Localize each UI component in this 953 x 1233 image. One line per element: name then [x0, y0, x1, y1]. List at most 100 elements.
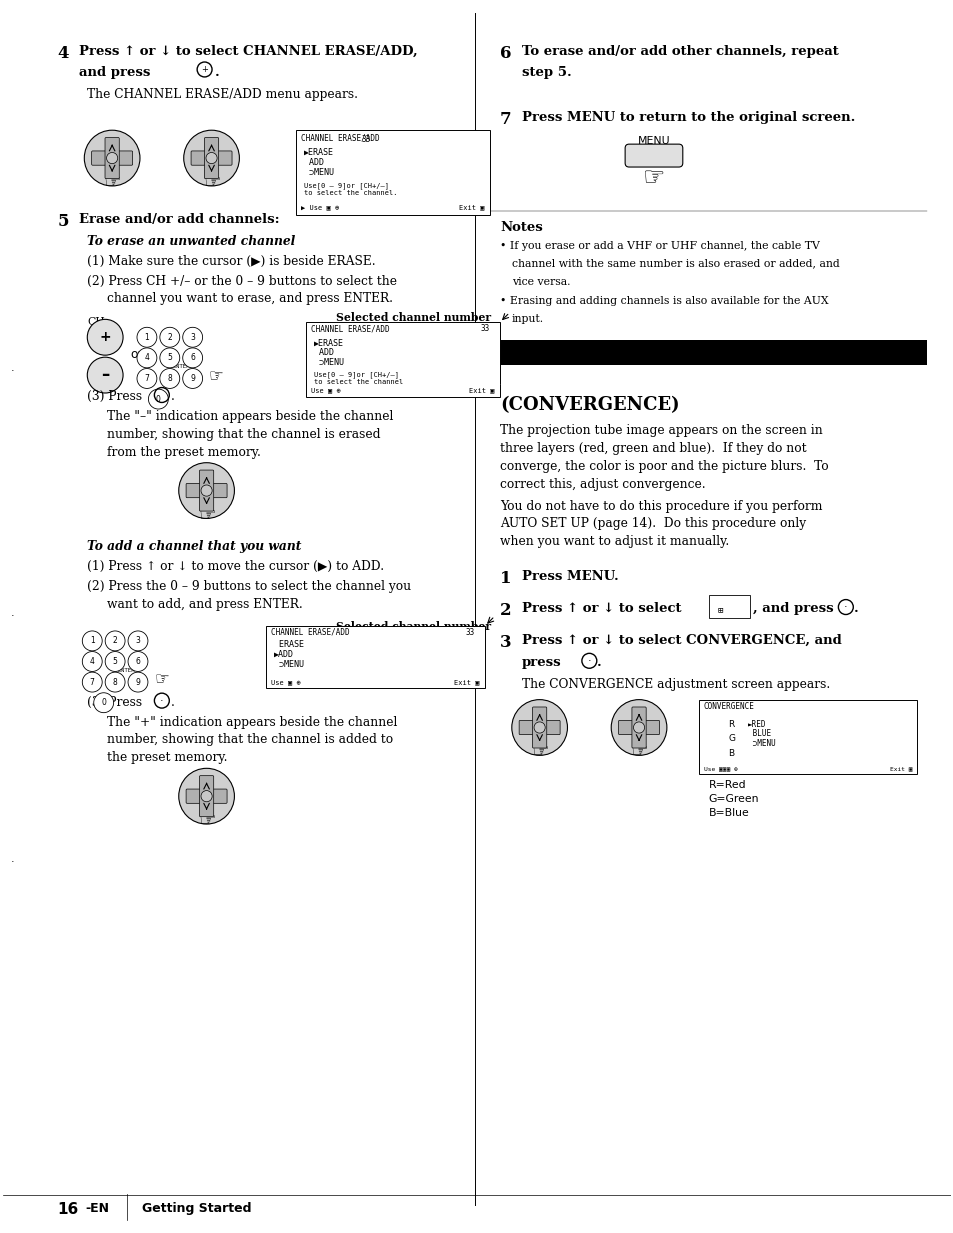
Text: ☞: ☞ — [154, 671, 169, 689]
Text: vice versa.: vice versa. — [511, 276, 570, 286]
FancyBboxPatch shape — [266, 626, 484, 688]
Text: B: B — [728, 750, 734, 758]
Text: Exit ▣: Exit ▣ — [469, 387, 495, 393]
FancyBboxPatch shape — [199, 470, 213, 510]
Circle shape — [201, 790, 212, 801]
Circle shape — [137, 369, 156, 388]
Text: 33: 33 — [465, 628, 475, 637]
Text: ☞: ☞ — [203, 173, 220, 192]
Circle shape — [84, 131, 140, 186]
Text: To erase and/or add other channels, repeat: To erase and/or add other channels, repe… — [521, 44, 838, 58]
FancyBboxPatch shape — [186, 483, 227, 498]
Circle shape — [105, 631, 125, 651]
Text: The CONVERGENCE adjustment screen appears.: The CONVERGENCE adjustment screen appear… — [521, 678, 829, 690]
Text: Press ↑ or ↓ to select CONVERGENCE, and: Press ↑ or ↓ to select CONVERGENCE, and — [521, 634, 841, 647]
Text: Use[0 – 9]or [CH+/–]: Use[0 – 9]or [CH+/–] — [314, 371, 398, 377]
Text: 6: 6 — [135, 657, 140, 666]
Text: ▶ERASE: ▶ERASE — [314, 338, 344, 348]
Circle shape — [105, 672, 125, 692]
Circle shape — [149, 390, 168, 409]
Text: 33: 33 — [480, 324, 490, 333]
Circle shape — [82, 631, 102, 651]
Text: from the preset memory.: from the preset memory. — [107, 446, 261, 459]
Circle shape — [178, 768, 234, 824]
FancyBboxPatch shape — [518, 720, 559, 735]
FancyBboxPatch shape — [631, 707, 645, 748]
Text: ☞: ☞ — [197, 506, 215, 524]
Text: 5: 5 — [167, 354, 172, 363]
FancyBboxPatch shape — [698, 699, 917, 774]
Text: R: R — [728, 720, 734, 729]
Text: The CHANNEL ERASE/ADD menu appears.: The CHANNEL ERASE/ADD menu appears. — [87, 89, 358, 101]
Circle shape — [178, 462, 234, 518]
Text: , and press: , and press — [753, 602, 833, 615]
Circle shape — [511, 699, 567, 756]
Text: converge, the color is poor and the picture blurs.  To: converge, the color is poor and the pict… — [499, 460, 827, 472]
Text: The projection tube image appears on the screen in: The projection tube image appears on the… — [499, 424, 821, 436]
Circle shape — [201, 485, 212, 496]
Text: .: . — [597, 656, 601, 668]
Text: 7: 7 — [90, 678, 94, 687]
Text: To erase an unwanted channel: To erase an unwanted channel — [87, 234, 295, 248]
FancyBboxPatch shape — [91, 150, 132, 165]
Text: to select the channel: to select the channel — [314, 379, 403, 385]
Text: Use ▣ ⊕: Use ▣ ⊕ — [311, 387, 340, 393]
Text: CHANNEL ERASE/ADD: CHANNEL ERASE/ADD — [271, 628, 350, 637]
FancyBboxPatch shape — [295, 131, 490, 215]
Text: • Erasing and adding channels is also available for the AUX: • Erasing and adding channels is also av… — [499, 296, 827, 307]
Text: ⊃MENU: ⊃MENU — [274, 660, 304, 668]
Text: The "+" indication appears beside the channel: The "+" indication appears beside the ch… — [107, 715, 397, 729]
Text: +: + — [99, 330, 111, 344]
Text: 4: 4 — [144, 354, 150, 363]
Circle shape — [633, 723, 644, 734]
Text: 7: 7 — [144, 374, 150, 383]
Text: CHANNEL ERASE/ADD: CHANNEL ERASE/ADD — [301, 133, 379, 142]
Text: Adjusting convergence: Adjusting convergence — [499, 371, 730, 390]
Text: Use ▣▣▣ ⊕: Use ▣▣▣ ⊕ — [703, 767, 737, 772]
Text: Exit ▣: Exit ▣ — [889, 767, 911, 772]
Text: ☞: ☞ — [103, 173, 121, 192]
Text: 9: 9 — [135, 678, 140, 687]
Text: ⊞: ⊞ — [717, 605, 722, 614]
Text: step 5.: step 5. — [521, 67, 571, 79]
Text: 4: 4 — [90, 657, 94, 666]
Text: CONVERGENCE: CONVERGENCE — [703, 702, 754, 710]
Circle shape — [82, 672, 102, 692]
Text: (1) Press ↑ or ↓ to move the cursor (▶) to ADD.: (1) Press ↑ or ↓ to move the cursor (▶) … — [87, 560, 384, 573]
Text: ·: · — [160, 695, 164, 705]
Text: You do not have to do this procedure if you perform: You do not have to do this procedure if … — [499, 499, 821, 513]
Circle shape — [534, 723, 544, 734]
Text: input.: input. — [511, 314, 543, 324]
Text: Selected channel number: Selected channel number — [335, 312, 491, 323]
Text: ⊃MENU: ⊃MENU — [304, 168, 334, 178]
Text: ▶ Use ▣ ⊕: ▶ Use ▣ ⊕ — [301, 205, 339, 211]
Text: 6: 6 — [190, 354, 195, 363]
Text: 3: 3 — [135, 636, 140, 645]
Text: ·: · — [843, 602, 847, 612]
Text: ☞: ☞ — [630, 742, 647, 762]
Text: ERASE: ERASE — [274, 640, 304, 649]
Text: number, showing that the channel is added to: number, showing that the channel is adde… — [107, 734, 393, 746]
Text: Erase and/or add channels:: Erase and/or add channels: — [79, 213, 279, 226]
FancyBboxPatch shape — [618, 720, 659, 735]
FancyBboxPatch shape — [708, 596, 750, 618]
Text: 8: 8 — [112, 678, 117, 687]
FancyBboxPatch shape — [624, 144, 682, 166]
Text: .: . — [171, 390, 174, 403]
Text: (2) Press the 0 – 9 buttons to select the channel you: (2) Press the 0 – 9 buttons to select th… — [87, 581, 411, 593]
Text: Getting Started: Getting Started — [142, 1202, 252, 1216]
FancyBboxPatch shape — [490, 340, 926, 365]
Text: –: – — [101, 366, 110, 385]
Text: Exit ▣: Exit ▣ — [454, 679, 479, 686]
Text: 2: 2 — [112, 636, 117, 645]
Text: 7: 7 — [499, 111, 511, 128]
Text: .: . — [214, 67, 219, 79]
Text: ☞: ☞ — [209, 367, 224, 385]
Text: Press MENU to return to the original screen.: Press MENU to return to the original scr… — [521, 111, 854, 125]
Circle shape — [206, 153, 217, 164]
Circle shape — [137, 327, 156, 348]
Text: 5: 5 — [112, 657, 117, 666]
Circle shape — [107, 153, 117, 164]
Text: 8: 8 — [167, 374, 172, 383]
Text: 33: 33 — [361, 136, 370, 144]
